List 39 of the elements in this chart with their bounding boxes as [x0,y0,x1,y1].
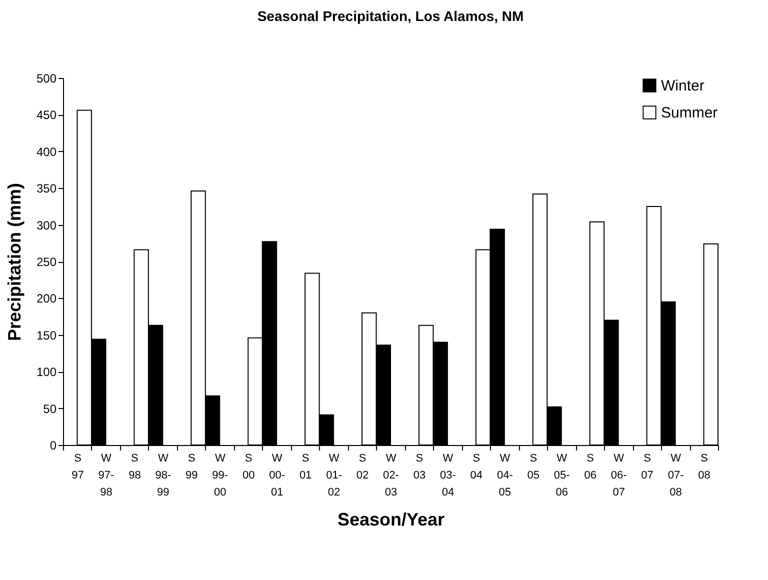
x-tick-label: W 03-04 [440,452,456,498]
x-tick-label: S 01 [299,452,312,482]
x-tick-label: W 05-06 [554,452,570,498]
x-tick-label: S 00 [242,452,255,482]
y-tick-label: 100 [36,365,57,380]
y-tick-label: 450 [36,108,57,122]
y-tick-label: 350 [36,182,57,196]
y-tick-label: 50 [43,402,57,416]
y-axis-title: Precipitation (mm) [4,182,24,342]
x-tick-label: S 99 [186,452,198,482]
x-tick-label: W 04-05 [496,452,514,498]
x-tick-label: S 02 [356,452,369,482]
x-tick-label: W 02-03 [383,452,400,498]
y-tick-label: 300 [36,218,57,232]
x-tick-label: W 97-98 [98,452,114,498]
x-tick-label: W 98-99 [155,452,172,498]
y-tick-label: 500 [36,72,57,86]
x-tick-label: S 97 [72,452,84,482]
x-tick-label: W 00-01 [269,452,286,498]
x-tick-label: W 07-08 [668,452,684,498]
y-tick-label: 150 [36,328,57,342]
x-tick-label: W 06-07 [610,452,628,498]
legend-label: Summer [661,104,718,122]
x-tick-label: S 03 [413,452,426,482]
legend-label: Winter [661,78,704,94]
x-tick-label: S 04 [470,452,483,482]
y-tick-label: 0 [50,438,57,452]
x-tick-label: W 99-00 [212,452,228,498]
x-tick-label: S 08 [698,452,710,482]
x-tick-label: S 06 [584,452,596,482]
x-axis-title: Season/Year [337,510,445,530]
x-tick-label: W 01-02 [326,452,342,498]
x-tick-label: S 07 [641,452,654,482]
y-tick-label: 400 [36,144,57,159]
y-tick-label: 250 [36,255,57,269]
x-tick-label: S 05 [527,452,540,482]
chart-title: Seasonal Precipitation, Los Alamos, NM [257,8,524,24]
y-tick-label: 200 [36,292,57,306]
x-tick-label: S 98 [128,452,141,482]
